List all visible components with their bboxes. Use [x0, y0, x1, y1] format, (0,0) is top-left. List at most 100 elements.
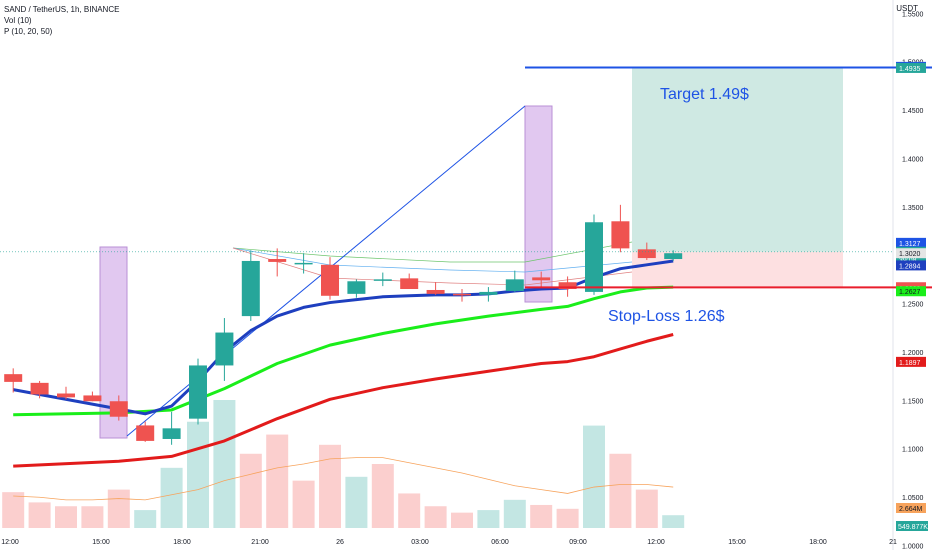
- price-label-box: [896, 286, 926, 297]
- volume-bar: [583, 425, 605, 528]
- price-label-box: [896, 254, 926, 265]
- volume-bar: [398, 493, 421, 528]
- candle-body: [400, 278, 419, 290]
- y-tick-label: 1.5500: [902, 11, 924, 18]
- volume-bar: [55, 506, 77, 528]
- volume-ma-label: 2.664M: [899, 506, 923, 513]
- fan-line: [232, 247, 633, 286]
- y-tick-label: 1.2000: [902, 350, 924, 357]
- profit-zone: [632, 67, 843, 252]
- stop-loss-annotation[interactable]: Stop-Loss 1.26$: [608, 308, 725, 325]
- price-label: 1.3020: [896, 248, 926, 259]
- volume-bar: [609, 453, 632, 528]
- candle-body: [585, 222, 603, 292]
- price-axis-unit: USDT: [896, 4, 918, 13]
- moving-average-indicator-label[interactable]: P (10, 20, 50): [4, 27, 53, 36]
- price-label-box: [896, 62, 926, 73]
- candle-body: [373, 279, 392, 281]
- volume-bar: [503, 499, 526, 528]
- x-tick-label: 15:00: [728, 539, 746, 546]
- candle-body: [136, 425, 155, 441]
- price-label: 1.3127: [896, 237, 926, 248]
- x-tick-label: 26: [336, 539, 344, 546]
- candle-body: [505, 279, 524, 291]
- candle-body: [321, 264, 339, 296]
- fan-line: [232, 247, 633, 273]
- volume-bar: [635, 489, 658, 528]
- volume-label-box: [896, 521, 928, 531]
- candle-body: [4, 374, 23, 382]
- volume-bar: [477, 510, 500, 528]
- volume-bar: [187, 421, 209, 528]
- x-tick-label: 15:00: [92, 539, 110, 546]
- y-tick-label: 1.4500: [902, 108, 924, 115]
- target-annotation[interactable]: Target 1.49$: [660, 86, 749, 103]
- volume-bar: [134, 510, 157, 528]
- volume-bar: [81, 506, 104, 528]
- x-tick-label: 03:00: [411, 539, 429, 546]
- price-label-box: [896, 356, 926, 367]
- volume-bar: [345, 476, 368, 528]
- candle-body: [241, 260, 260, 317]
- volume-ma-line: [13, 457, 674, 501]
- volume-bar: [28, 502, 51, 528]
- y-tick-label: 1.0000: [902, 543, 924, 550]
- candle-body: [558, 282, 577, 290]
- price-label-text: 1.3020: [899, 251, 921, 258]
- candle-body: [83, 395, 102, 402]
- x-tick-label: 21: [889, 539, 897, 546]
- fan-line: [232, 241, 633, 263]
- y-tick-label: 1.2500: [902, 302, 924, 309]
- volume-bar: [239, 453, 262, 528]
- volume-bar: [424, 506, 447, 528]
- symbol-label[interactable]: SAND / TetherUS, 1h, BINANCE: [4, 5, 120, 14]
- price-label-box: [896, 248, 926, 259]
- candle-body: [215, 332, 234, 366]
- loss-zone: [632, 251, 843, 288]
- x-tick-label: 18:00: [809, 539, 827, 546]
- volume-bar: [107, 489, 130, 528]
- candle-body: [294, 262, 313, 265]
- volume-indicator-label[interactable]: Vol (10): [4, 16, 32, 25]
- volume-bar: [319, 444, 341, 528]
- price-label-text: 1.4935: [899, 66, 921, 73]
- candle-body: [611, 221, 630, 249]
- candle-body: [268, 259, 287, 262]
- ma50-line: [13, 333, 674, 468]
- x-tick-label: 18:00: [173, 539, 191, 546]
- x-tick-label: 12:00: [1, 539, 19, 546]
- volume-bar: [530, 504, 553, 528]
- price-label: 1.2894: [896, 260, 926, 271]
- candle-body: [57, 393, 75, 398]
- volume-bar: [451, 512, 473, 528]
- candle-body: [162, 428, 181, 439]
- candle-body: [453, 293, 471, 296]
- candle-body: [30, 382, 49, 395]
- x-tick-label: 06:00: [491, 539, 509, 546]
- x-tick-label: 21:00: [251, 539, 269, 546]
- y-tick-label: 1.0500: [902, 495, 924, 502]
- y-tick-label: 1.1500: [902, 398, 924, 405]
- candle-body: [532, 277, 551, 281]
- x-tick-label: 12:00: [647, 539, 665, 546]
- volume-bar: [213, 400, 236, 528]
- price-label-box: [896, 237, 926, 248]
- candle-body: [637, 249, 656, 259]
- y-tick-label: 1.1000: [902, 447, 924, 454]
- volume-bar: [371, 464, 394, 528]
- price-label-box: [896, 260, 926, 271]
- y-tick-label: 1.4000: [902, 156, 924, 163]
- candle-body: [347, 281, 366, 294]
- price-label-text: 1.2894: [899, 263, 921, 270]
- candle-body: [109, 401, 128, 417]
- candle-body: [664, 253, 683, 260]
- candle-body: [479, 291, 498, 295]
- chart-legend: SAND / TetherUS, 1h, BINANCE Vol (10) P …: [4, 4, 119, 37]
- x-tick-label: 09:00: [569, 539, 587, 546]
- volume-ma-label-box: [896, 503, 926, 513]
- volume-bar: [2, 492, 25, 528]
- candle-body: [426, 289, 445, 294]
- volume-bar: [292, 480, 315, 528]
- candle-body: [189, 365, 207, 419]
